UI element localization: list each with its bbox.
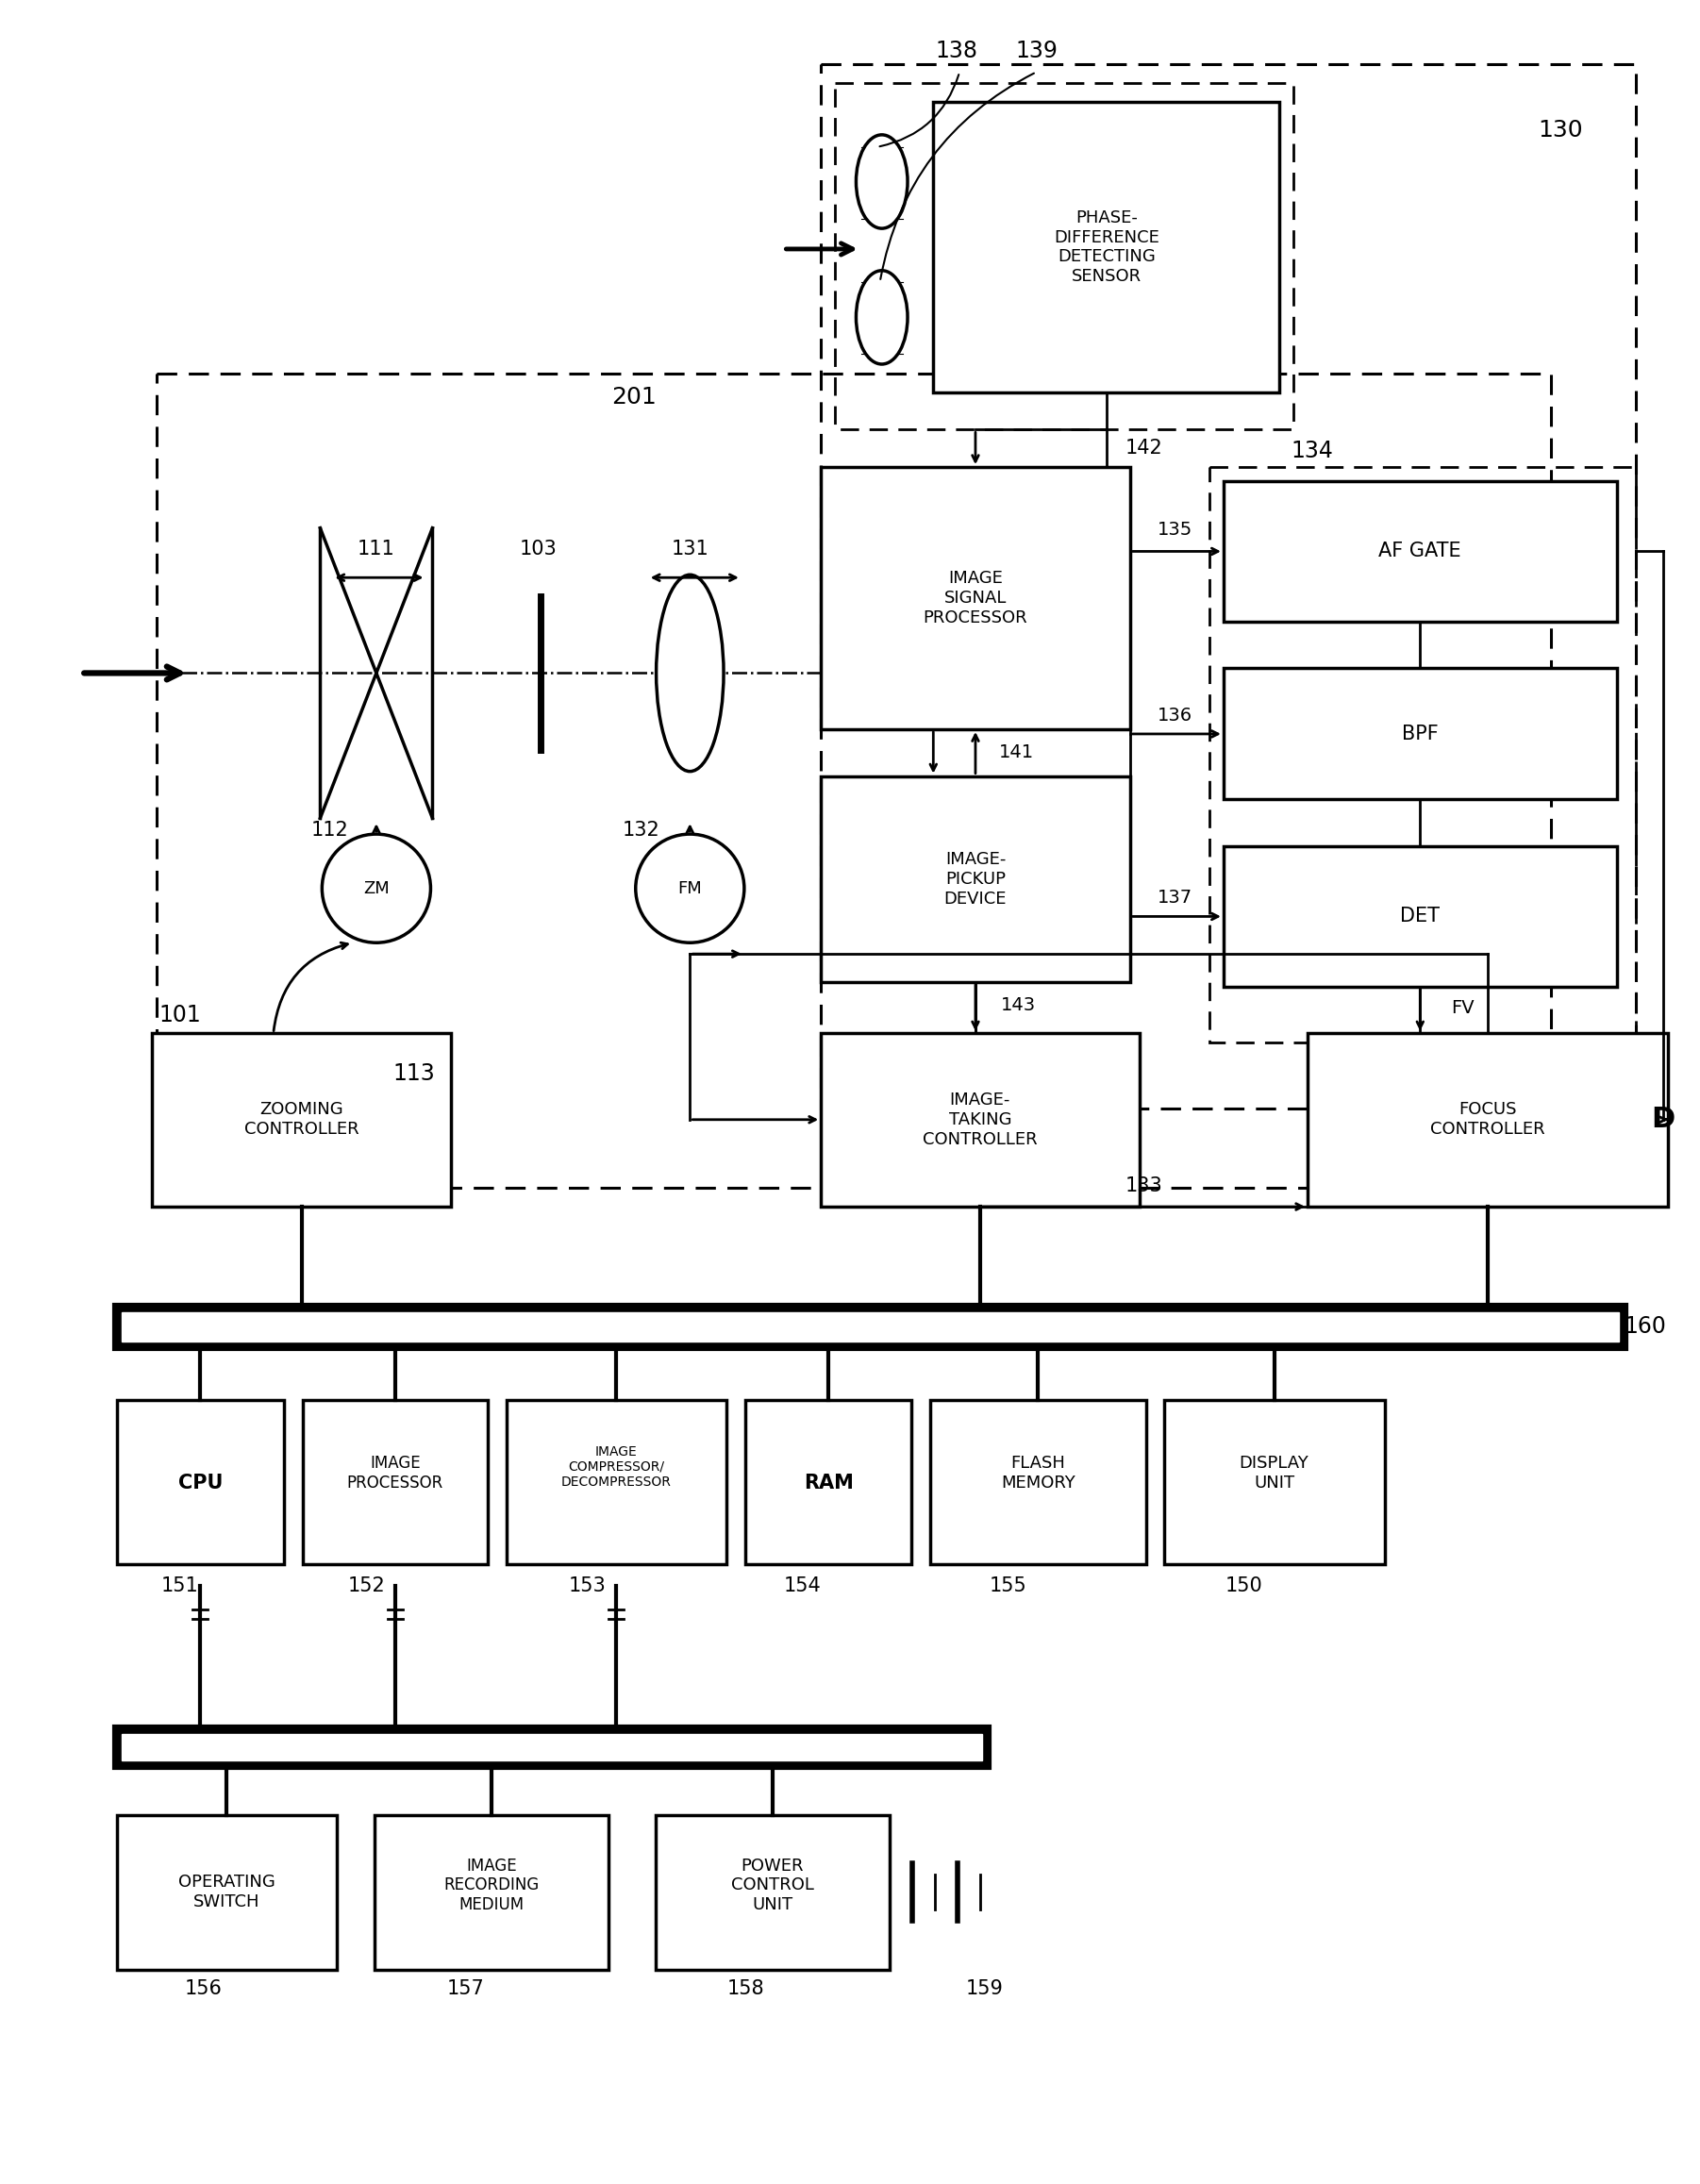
FancyBboxPatch shape [1224,668,1617,799]
FancyBboxPatch shape [1165,1400,1384,1564]
Text: FM: FM [678,880,702,898]
FancyBboxPatch shape [654,1815,889,1970]
FancyBboxPatch shape [933,103,1280,393]
Text: 101: 101 [158,1002,201,1026]
Text: DET: DET [1401,906,1440,926]
Text: 130: 130 [1538,118,1583,142]
Text: 103: 103 [520,539,558,559]
Text: IMAGE-
PICKUP
DEVICE: IMAGE- PICKUP DEVICE [944,852,1006,906]
FancyBboxPatch shape [821,467,1131,729]
FancyBboxPatch shape [114,1306,1625,1350]
Text: 141: 141 [1000,745,1034,762]
Text: 160: 160 [1623,1315,1666,1339]
Ellipse shape [857,271,908,365]
Text: PHASE-
DIFFERENCE
DETECTING
SENSOR: PHASE- DIFFERENCE DETECTING SENSOR [1054,210,1159,286]
Text: 156: 156 [184,1979,223,1998]
Circle shape [321,834,430,943]
Text: 136: 136 [1158,705,1192,725]
Text: 143: 143 [1001,996,1035,1013]
FancyBboxPatch shape [507,1400,726,1564]
Text: 142: 142 [1125,439,1163,459]
Text: FOCUS
CONTROLLER: FOCUS CONTROLLER [1430,1101,1545,1138]
Text: ZOOMING
CONTROLLER: ZOOMING CONTROLLER [245,1101,359,1138]
Text: 153: 153 [568,1577,605,1594]
Text: 150: 150 [1226,1577,1263,1594]
FancyBboxPatch shape [1307,1033,1668,1208]
FancyBboxPatch shape [303,1400,488,1564]
FancyBboxPatch shape [374,1815,609,1970]
FancyBboxPatch shape [821,1033,1139,1208]
Text: 111: 111 [357,539,394,559]
Text: 138: 138 [935,39,978,61]
Text: IMAGE-
TAKING
CONTROLLER: IMAGE- TAKING CONTROLLER [923,1092,1037,1149]
Text: FV: FV [1452,1000,1474,1018]
Text: IMAGE
RECORDING
MEDIUM: IMAGE RECORDING MEDIUM [444,1856,539,1913]
FancyBboxPatch shape [1224,480,1617,622]
Text: 131: 131 [672,539,709,559]
Text: 112: 112 [311,821,348,841]
Text: 201: 201 [612,387,656,408]
Text: 152: 152 [348,1577,386,1594]
Text: CPU: CPU [178,1474,223,1492]
Text: D: D [1652,1105,1676,1133]
Text: IMAGE
SIGNAL
PROCESSOR: IMAGE SIGNAL PROCESSOR [923,570,1027,627]
Text: BPF: BPF [1402,725,1438,743]
Text: IMAGE
PROCESSOR: IMAGE PROCESSOR [347,1455,444,1492]
Ellipse shape [857,135,908,229]
Text: RAM: RAM [804,1474,853,1492]
Text: 139: 139 [1015,39,1057,61]
Text: OPERATING
SWITCH: OPERATING SWITCH [178,1874,275,1911]
Text: 134: 134 [1292,439,1333,463]
Text: 159: 159 [966,1979,1003,1998]
Ellipse shape [656,574,724,771]
Text: 155: 155 [989,1577,1027,1594]
Text: 158: 158 [728,1979,765,1998]
FancyBboxPatch shape [930,1400,1146,1564]
FancyBboxPatch shape [122,1313,1618,1341]
FancyBboxPatch shape [114,1725,989,1769]
Text: POWER
CONTROL
UNIT: POWER CONTROL UNIT [731,1856,814,1913]
FancyBboxPatch shape [151,1033,451,1208]
FancyBboxPatch shape [122,1734,983,1760]
Text: IMAGE
COMPRESSOR/
DECOMPRESSOR: IMAGE COMPRESSOR/ DECOMPRESSOR [561,1446,672,1489]
Text: 151: 151 [162,1577,199,1594]
Text: 135: 135 [1158,522,1192,539]
Text: DISPLAY
UNIT: DISPLAY UNIT [1239,1455,1309,1492]
Text: 154: 154 [784,1577,821,1594]
Text: 113: 113 [393,1061,435,1085]
Text: AF GATE: AF GATE [1379,542,1462,561]
Polygon shape [320,673,432,819]
FancyBboxPatch shape [745,1400,911,1564]
Text: 137: 137 [1158,889,1192,906]
FancyBboxPatch shape [117,1815,337,1970]
Polygon shape [320,529,432,673]
Circle shape [636,834,745,943]
Text: ZM: ZM [364,880,389,898]
FancyBboxPatch shape [1224,845,1617,987]
FancyBboxPatch shape [821,775,1131,983]
Text: 157: 157 [447,1979,484,1998]
FancyBboxPatch shape [117,1400,284,1564]
Text: 133: 133 [1125,1177,1163,1195]
Text: FLASH
MEMORY: FLASH MEMORY [1001,1455,1076,1492]
Text: 132: 132 [622,821,660,841]
